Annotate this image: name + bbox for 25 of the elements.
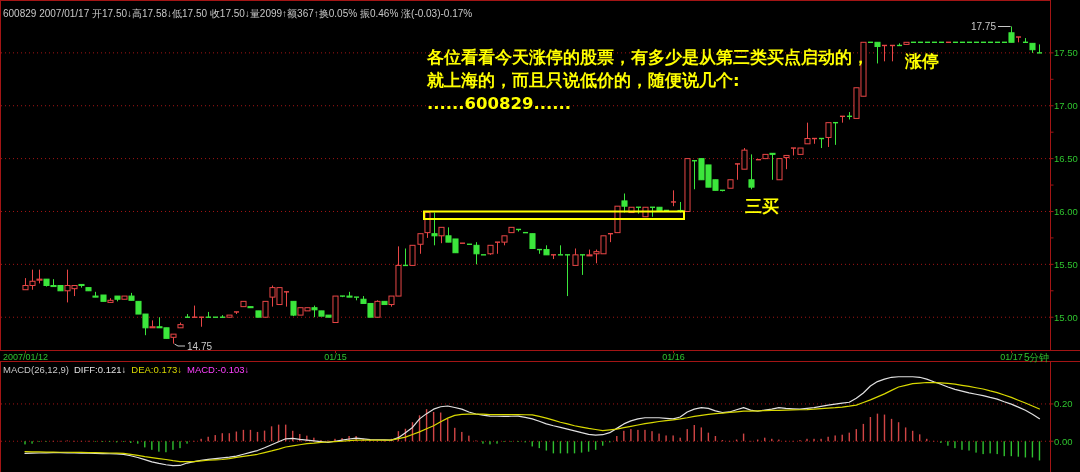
- annotation: 涨停: [904, 52, 939, 71]
- y-tick-label: 16.00: [1054, 205, 1078, 217]
- annotation: 各位看看今天涨停的股票，有多少是从第三类买点启动的，: [426, 48, 869, 67]
- annotation: 17.75: [970, 21, 997, 32]
- annotation: 14.75: [187, 340, 213, 352]
- text: DIFF:0.121↓: [74, 364, 127, 375]
- y-tick-label: 17.50: [1054, 47, 1078, 59]
- chart-title: MACD(26,12,9): [3, 364, 69, 375]
- x-tick-label: 01/16: [662, 351, 685, 362]
- annotation: 就上海的，而且只说低价的，随便说几个:: [426, 71, 740, 90]
- x-tick-label: 01/17: [1000, 351, 1023, 362]
- annotation: 600829 2007/01/17 开17.50↓高17.58↓低17.50 收17.50↓量2099↑额367↑换0.05% 振0.46% 涨(-0.03)-0.17%: [3, 8, 473, 19]
- y-tick-label: 15.00: [1054, 311, 1078, 323]
- annotation: 5分钟: [1023, 351, 1050, 363]
- x-tick-label: 01/15: [324, 351, 347, 362]
- y-tick-label: 0.20: [1054, 398, 1073, 410]
- annotation: ......600829......: [427, 94, 572, 113]
- x-tick-label: 2007/01/12: [2, 351, 49, 362]
- y-tick-label: 0.00: [1054, 435, 1073, 447]
- y-tick-label: 17.00: [1054, 100, 1078, 112]
- y-tick-label: 15.50: [1054, 258, 1078, 270]
- text: DEA:0.173↓: [131, 364, 182, 375]
- y-tick-label: 16.50: [1054, 153, 1078, 165]
- annotation: 三买: [745, 197, 779, 216]
- annotation: MACD:-0.103↓: [186, 364, 250, 375]
